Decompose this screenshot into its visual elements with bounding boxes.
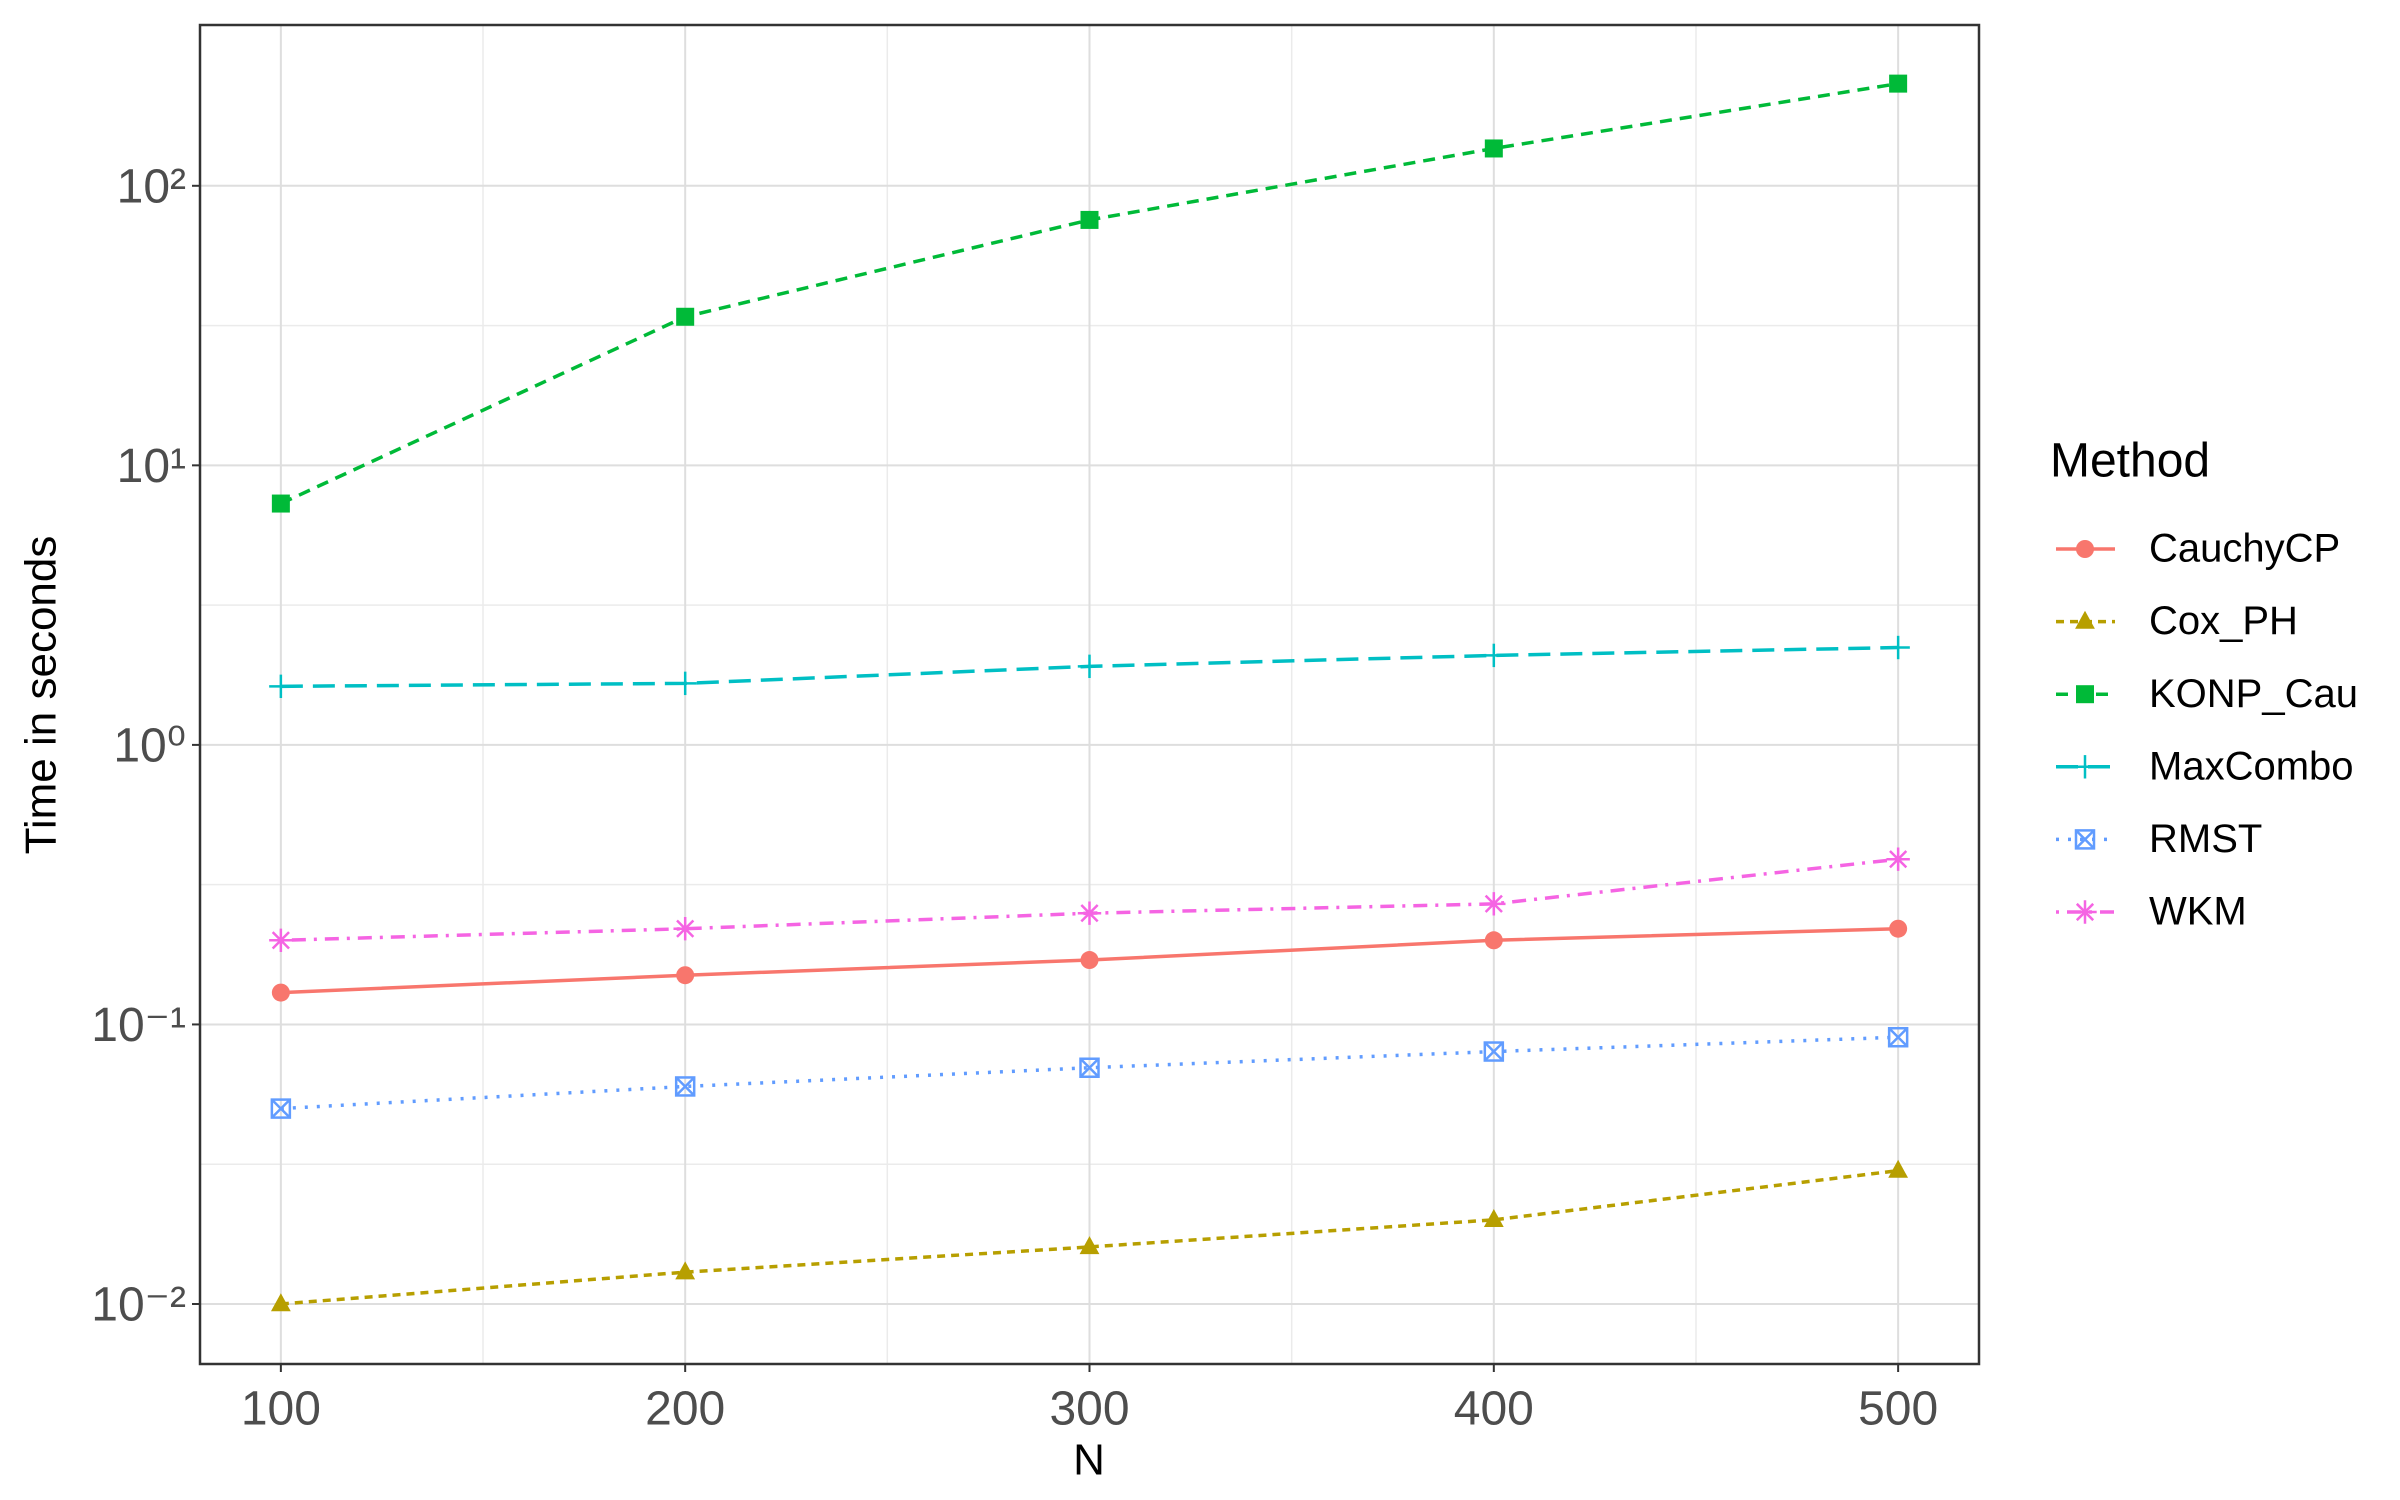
x-tick-label: 400	[1454, 1383, 1534, 1436]
series-line	[280, 1168, 1899, 1306]
legend-key-marker	[2073, 900, 2097, 924]
legend-key-marker	[2076, 685, 2094, 704]
point	[1482, 643, 1506, 668]
legend-label: WKM	[2149, 890, 2247, 934]
point	[673, 917, 697, 941]
point	[269, 674, 293, 699]
point	[1484, 139, 1503, 158]
point	[269, 928, 293, 952]
point	[1886, 847, 1910, 871]
point	[1887, 1026, 1909, 1048]
point	[1077, 654, 1102, 679]
point	[1080, 951, 1099, 970]
point	[1483, 1041, 1505, 1062]
legend-key-marker	[2073, 755, 2097, 779]
point	[674, 1076, 696, 1097]
x-tick-label: 300	[1049, 1383, 1129, 1436]
x-axis-title: N	[1073, 1436, 1105, 1485]
point	[1889, 919, 1908, 938]
y-tick-label: 10⁰	[113, 720, 186, 773]
point	[270, 1293, 291, 1312]
legend-label: Cox_PH	[2149, 599, 2298, 643]
y-tick-label: 10¹	[117, 440, 186, 493]
point	[271, 983, 290, 1002]
legend-label: KONP_Cau	[2149, 672, 2358, 716]
point	[1888, 1159, 1909, 1178]
y-tick-label: 10²	[117, 160, 186, 213]
point	[1079, 1057, 1100, 1078]
point	[1079, 1236, 1100, 1255]
point	[1889, 74, 1908, 93]
point	[1482, 892, 1506, 916]
point	[676, 966, 695, 985]
point	[271, 494, 290, 513]
x-tick-label: 200	[645, 1383, 725, 1436]
y-axis-title: Time in seconds	[17, 536, 66, 855]
legend-key-marker	[2074, 829, 2096, 850]
plot-border	[198, 23, 1981, 1366]
legend-key-marker	[2076, 540, 2094, 558]
point	[1483, 1209, 1504, 1228]
point	[270, 1098, 292, 1119]
point	[1886, 635, 1910, 660]
y-tick-label: 10⁻²	[91, 1279, 186, 1332]
legend-key-marker	[2075, 610, 2095, 629]
legend-label: MaxCombo	[2149, 744, 2354, 788]
point	[1077, 901, 1102, 925]
legend-label: CauchyCP	[2149, 527, 2340, 571]
y-tick-label: 10⁻¹	[91, 999, 186, 1052]
x-tick-label: 500	[1858, 1383, 1938, 1436]
legend-title: Method	[2050, 435, 2210, 488]
legend-label: RMST	[2149, 817, 2262, 861]
x-tick-label: 100	[241, 1383, 321, 1436]
point	[1484, 931, 1503, 950]
point	[1080, 210, 1099, 229]
point	[673, 671, 697, 696]
point	[676, 307, 695, 326]
point	[675, 1261, 696, 1280]
